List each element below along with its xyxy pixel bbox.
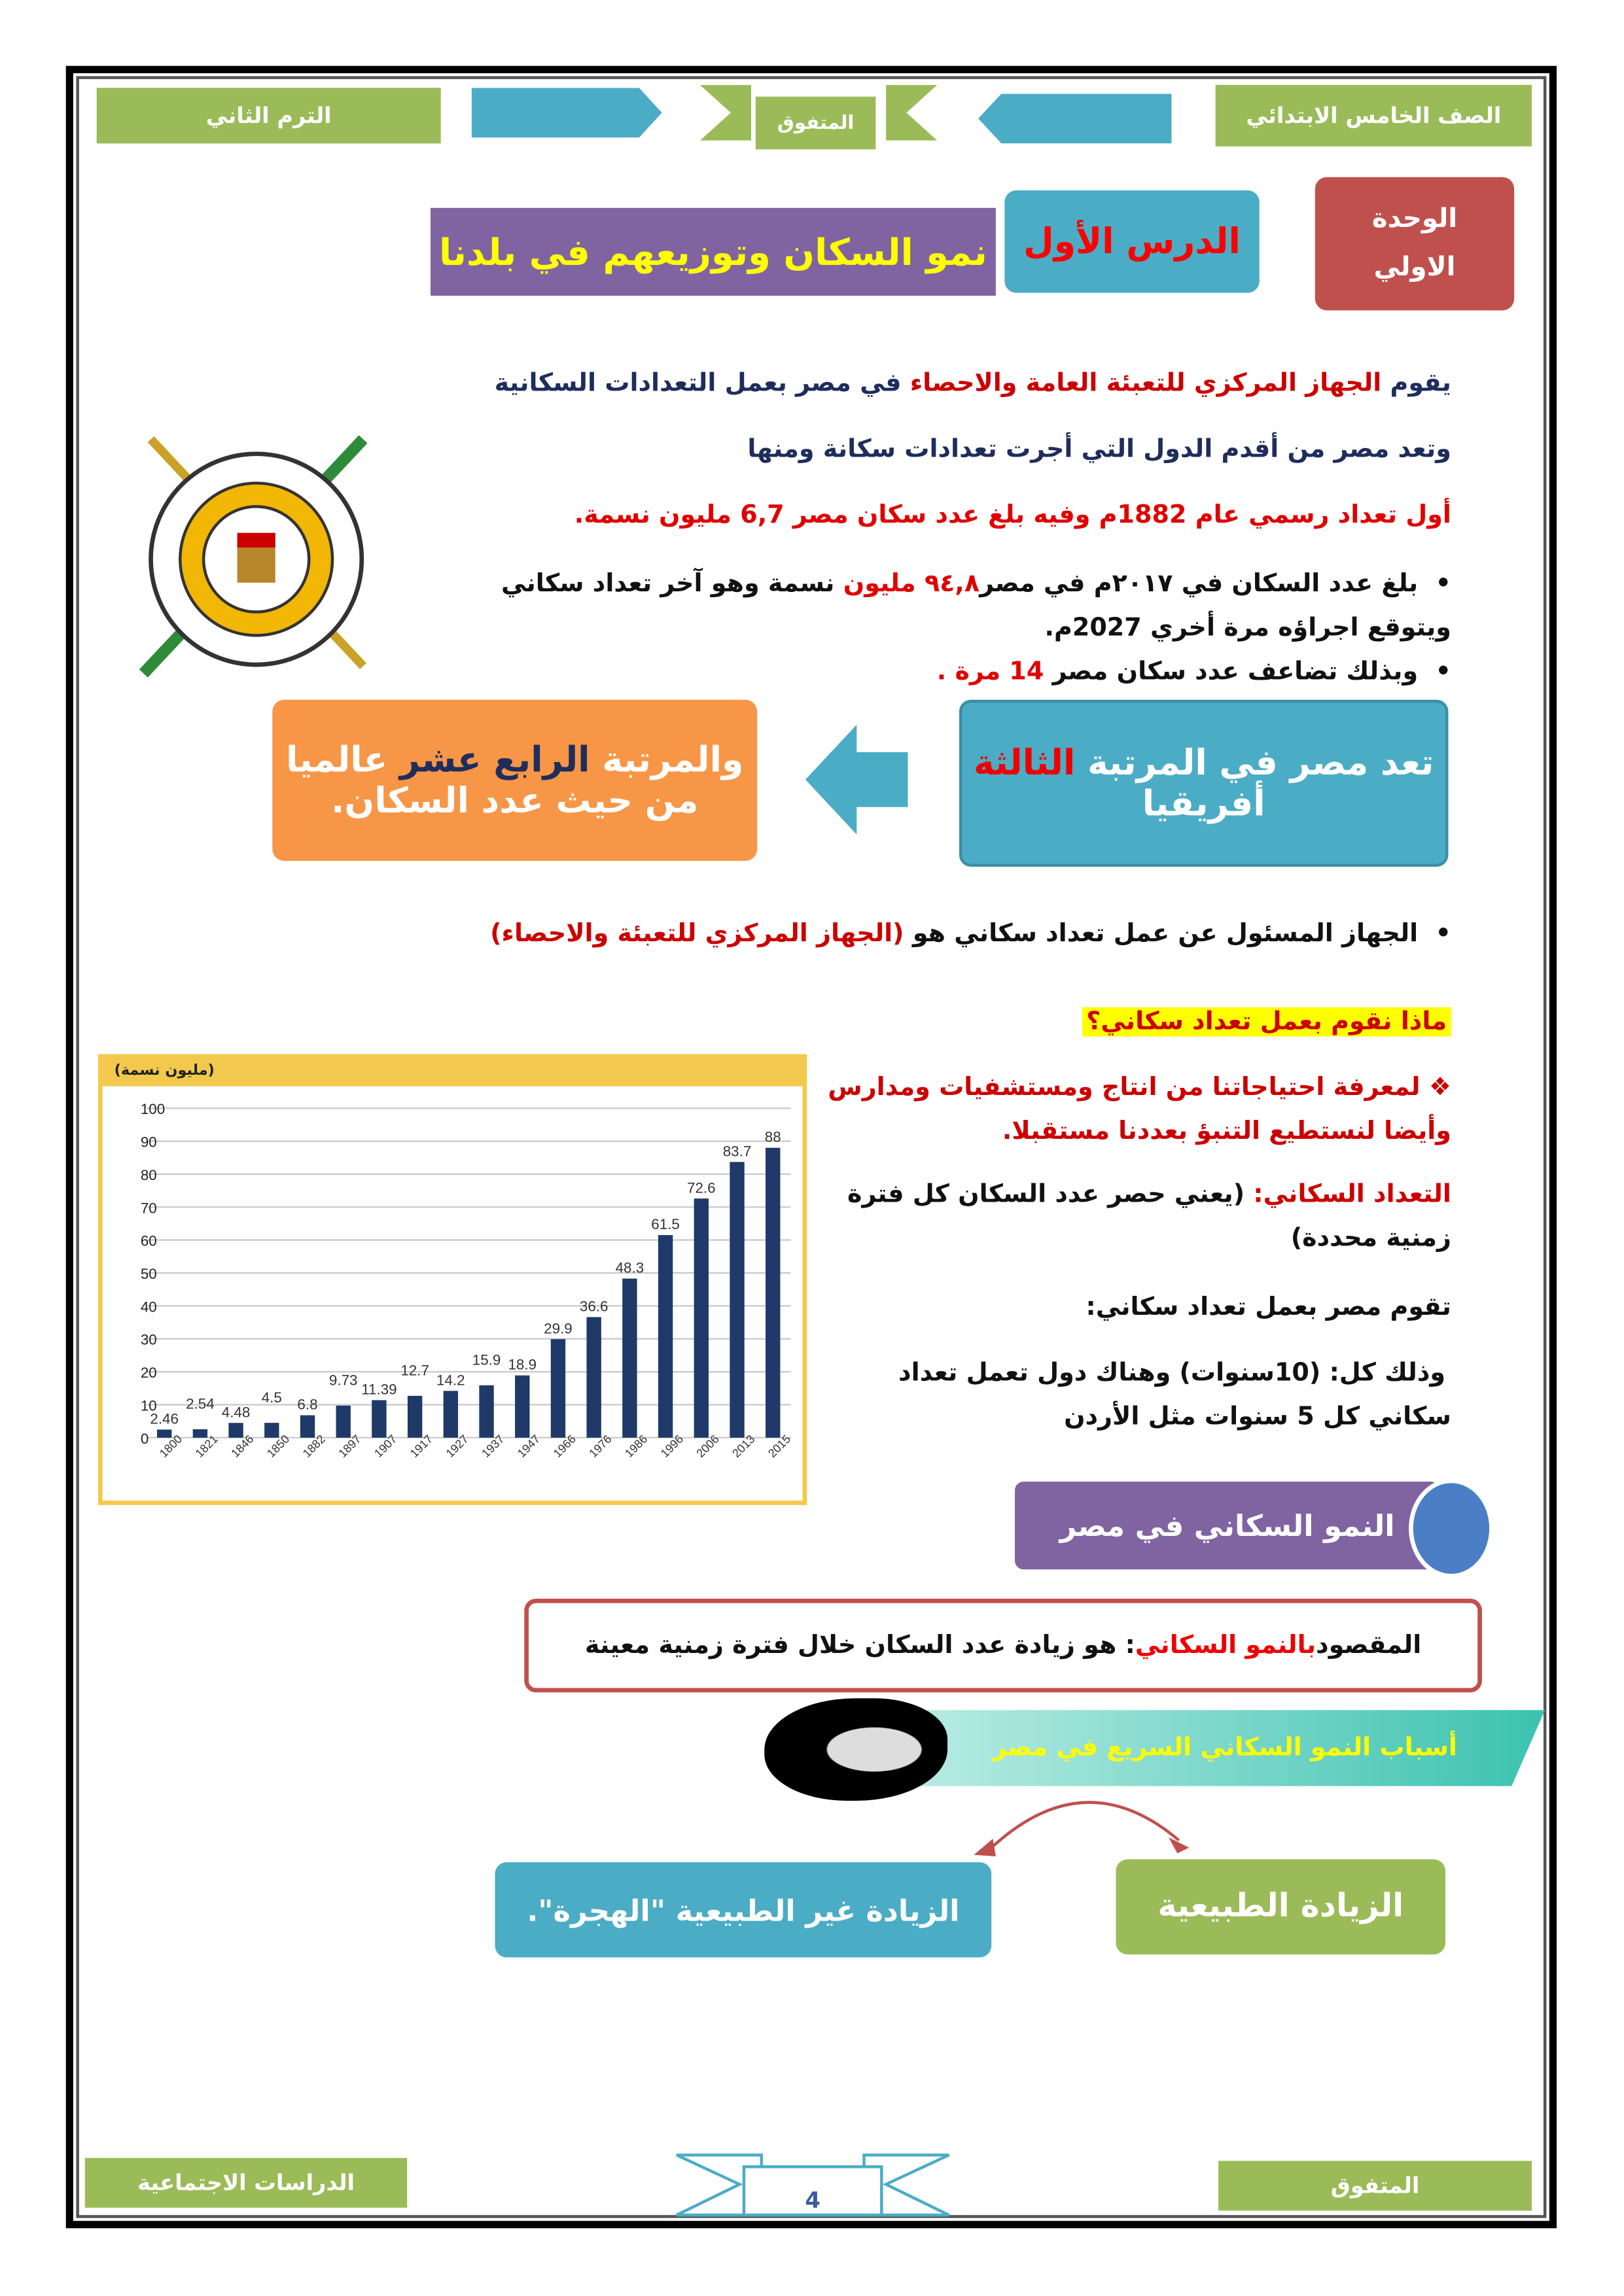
chart-plot: 01020304050607080901002.4618002.5418214.… (141, 1101, 793, 1460)
bar (658, 1235, 673, 1438)
bar (730, 1162, 745, 1438)
chart-title-bar: (مليون نسمة) (102, 1054, 803, 1087)
y-tick-label: 10 (141, 1397, 157, 1414)
bar (372, 1400, 387, 1438)
bar (228, 1423, 243, 1438)
rank-africa-box: تعد مصر في المرتبة الثالثة أفريقيا (959, 699, 1449, 867)
bar (550, 1339, 566, 1438)
data-label: 72.6 (687, 1179, 716, 1196)
bar (443, 1391, 459, 1438)
y-tick-label: 70 (141, 1200, 157, 1216)
unit-line1: الوحدة (1371, 203, 1458, 235)
page-number-ribbon (676, 2153, 950, 2217)
frequency-line-2: سكاني كل 5 سنوات مثل الأردن (1064, 1402, 1451, 1432)
intro-line-5: ويتوقع اجراؤه مرة أخري 2027م. (1044, 613, 1451, 643)
page-border (65, 65, 1557, 2229)
data-label: 11.39 (361, 1382, 397, 1398)
data-label: 4.5 (262, 1389, 282, 1406)
migration-box: الزيادة غير الطبيعية "الهجرة". (495, 1862, 992, 1958)
data-label: 12.7 (400, 1363, 429, 1379)
data-label: 2.54 (186, 1396, 215, 1412)
definition-line-1: التعداد السكاني: (يعني حصر عدد السكان كل… (847, 1179, 1451, 1209)
why-answer-1: ❖ لمعرفة احتياجاتنا من انتاج ومستشفيات و… (828, 1073, 1451, 1103)
y-tick-label: 100 (141, 1101, 165, 1117)
data-label: 29.9 (544, 1320, 573, 1336)
bar (264, 1423, 279, 1438)
capmas-logo (129, 425, 385, 688)
data-label: 14.2 (436, 1372, 465, 1388)
why-question: ماذا نقوم بعمل تعداد سكاني؟ (1082, 1007, 1451, 1037)
y-tick-label: 50 (141, 1266, 157, 1282)
bar (622, 1278, 637, 1438)
bar (586, 1317, 601, 1438)
data-label: 18.9 (508, 1357, 537, 1373)
page-number: 4 (805, 2187, 821, 2214)
data-label: 6.8 (297, 1397, 317, 1413)
chart-title: (مليون نسمة) (114, 1062, 215, 1079)
intro-line-3: أول تعداد رسمي عام 1882م وفيه بلغ عدد سك… (574, 500, 1451, 531)
grade-label: الصف الخامس الابتدائي (1215, 84, 1532, 147)
data-label: 4.48 (222, 1404, 251, 1420)
intro-line-4: • بلغ عدد السكان في ٢٠١٧م في مصر٩٤,٨ ملي… (501, 569, 1451, 599)
unit-badge: الوحدة الاولي (1315, 177, 1515, 311)
banner-circle-icon (1409, 1478, 1494, 1578)
definition-line-2: زمنية محددة) (1290, 1224, 1451, 1253)
data-label: 2.46 (150, 1410, 179, 1427)
causes-banner: أسباب النمو السكاني السريع في مصر (878, 1710, 1545, 1786)
y-tick-label: 0 (141, 1431, 149, 1447)
bar (766, 1147, 781, 1438)
growth-definition-box: المقصود بالنمو السكاني : هو زيادة عدد ال… (524, 1599, 1482, 1693)
y-tick-label: 60 (141, 1233, 157, 1249)
data-label: 83.7 (723, 1143, 752, 1159)
frequency-line-1: وذلك كل: (10سنوات) وهناك دول تعمل تعداد (898, 1358, 1446, 1388)
header-ribbon-right (978, 94, 1172, 144)
bar (515, 1375, 530, 1438)
intro-line-6: • وبذلك تضاعف عدد سكان مصر 14 مرة . (936, 657, 1451, 687)
growth-banner: النمو السكاني في مصر (1015, 1481, 1440, 1570)
header-brand: المتفوق (755, 96, 876, 150)
why-answer-2: وأيضا لنستطيع التنبؤ بعددنا مستقبلا. (1002, 1117, 1451, 1147)
footer-subject: الدراسات الاجتماعية (84, 2157, 408, 2208)
bar (300, 1415, 315, 1438)
lesson-badge: الدرس الأول (1004, 190, 1260, 293)
data-label: 36.6 (580, 1298, 609, 1315)
bar (156, 1429, 172, 1438)
intro-line-2: وتعد مصر من أقدم الدول التي أجرت تعدادات… (747, 434, 1451, 464)
egypt-census-line: تقوم مصر بعمل تعداد سكاني: (1086, 1293, 1451, 1323)
data-label: 9.73 (329, 1372, 358, 1388)
bar (192, 1429, 208, 1438)
lesson-title: نمو السكان وتوزيعهم في بلدنا (431, 207, 996, 296)
data-label: 61.5 (651, 1216, 680, 1232)
y-tick-label: 80 (141, 1167, 157, 1183)
unit-line2: الاولي (1373, 251, 1456, 282)
y-tick-label: 30 (141, 1332, 157, 1348)
intro-line-1: يقوم الجهاز المركزي للتعبئة العامة والاح… (494, 369, 1451, 398)
data-label: 15.9 (472, 1351, 501, 1368)
data-label: 48.3 (616, 1260, 644, 1276)
bar (407, 1395, 423, 1438)
term-label: الترم الثاني (96, 88, 441, 144)
footer-brand: المتفوق (1218, 2161, 1532, 2211)
bar (336, 1405, 351, 1438)
header-ribbon-left (471, 88, 662, 138)
responsible-line: • الجهاز المسئول عن عمل تعداد سكاني هو (… (490, 919, 1451, 949)
data-label: 88 (765, 1129, 781, 1145)
natural-increase-box: الزيادة الطبيعية (1116, 1859, 1446, 1955)
y-tick-label: 20 (141, 1365, 157, 1381)
y-tick-label: 90 (141, 1134, 157, 1151)
population-chart: (مليون نسمة) 0 10 20 30 40 50 60 70 80 90 100 2.46 1… (97, 1054, 807, 1505)
rank-world-box: والمرتبة الرابع عشر عالميا من حيث عدد ال… (272, 699, 758, 861)
bar (694, 1198, 709, 1438)
y-tick-label: 40 (141, 1298, 157, 1315)
paper-curl-icon (764, 1698, 948, 1801)
bar (479, 1385, 494, 1438)
split-arrow-icon (974, 1801, 1190, 1856)
